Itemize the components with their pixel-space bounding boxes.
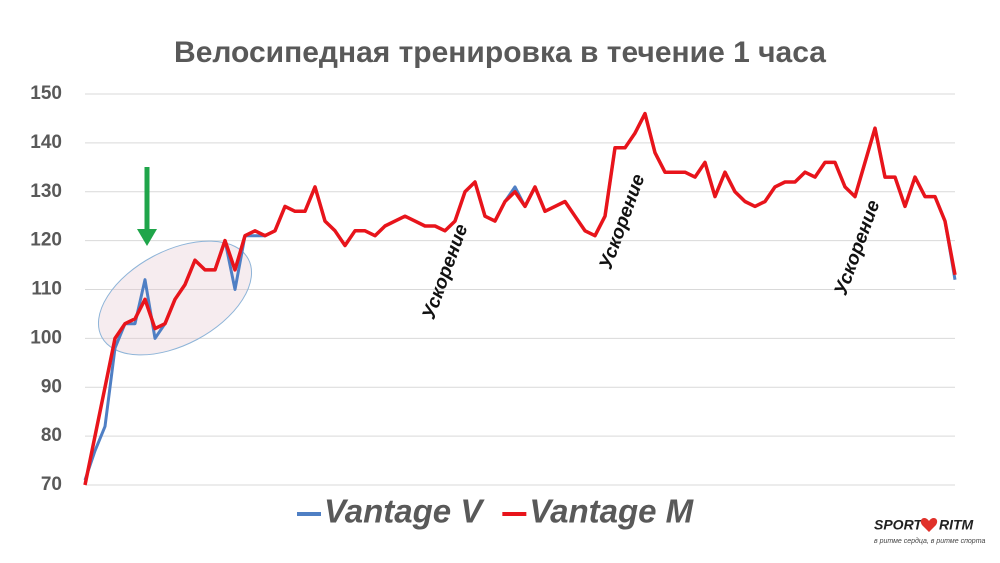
y-tick-label: 130 [30, 181, 62, 202]
legend-label: Vantage V [324, 493, 485, 530]
y-tick-label: 150 [30, 83, 62, 104]
y-tick-label: 110 [31, 279, 62, 300]
logo-left: SPORT [874, 517, 923, 533]
logo-right: RITM [939, 517, 974, 533]
logo-heart [920, 518, 938, 532]
annotation: Ускорение [419, 221, 473, 322]
logo: SPORT RITM в ритме сердца, в ритме спорт… [874, 517, 985, 545]
legend-label: Vantage M [529, 493, 694, 530]
y-tick-label: 80 [41, 425, 62, 446]
chart-title: Велосипедная тренировка в течение 1 часа [174, 36, 826, 69]
y-tick-label: 100 [30, 327, 62, 348]
logo-tagline: в ритме сердца, в ритме спорта [874, 537, 985, 545]
y-tick-label: 70 [41, 474, 62, 495]
annotation: Ускорение [831, 197, 885, 298]
y-tick-label: 90 [41, 376, 62, 397]
series-line [83, 111, 957, 486]
y-tick-label: 120 [30, 230, 62, 251]
green-arrow [137, 167, 157, 246]
y-tick-label: 140 [30, 132, 62, 153]
